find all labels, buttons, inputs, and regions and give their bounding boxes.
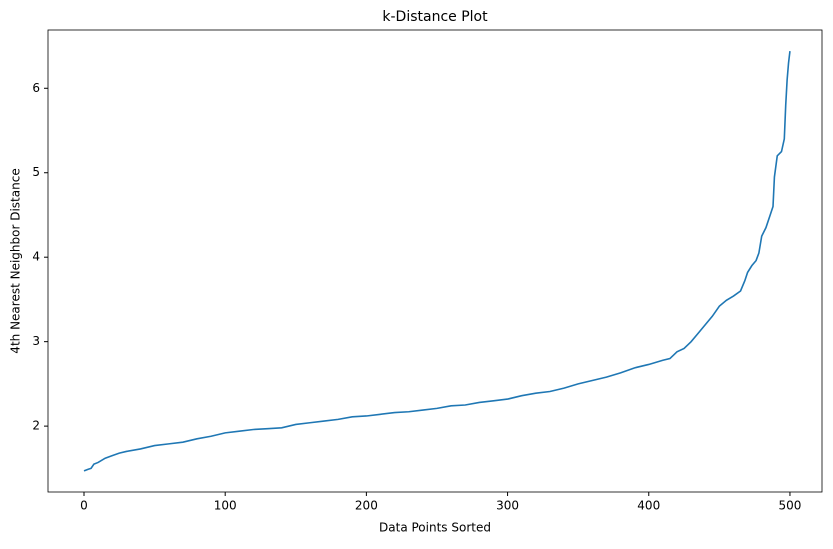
x-tick-label: 300	[496, 499, 519, 513]
line	[83, 51, 791, 472]
x-tick-label: 0	[80, 499, 88, 513]
y-tick-label: 6	[32, 81, 40, 95]
x-tick-label: 200	[355, 499, 378, 513]
x-tick-label: 100	[214, 499, 237, 513]
y-tick-label: 5	[32, 165, 40, 179]
y-axis-label: 4th Nearest Neighbor Distance	[9, 168, 23, 353]
y-tick-label: 3	[32, 334, 40, 348]
y-tick-label: 2	[32, 419, 40, 433]
x-tick-label: 400	[637, 499, 660, 513]
chart-title: k-Distance Plot	[382, 9, 488, 25]
x-axis-label: Data Points Sorted	[379, 521, 491, 535]
plot-frame	[47, 29, 823, 493]
x-tick-label: 500	[778, 499, 801, 513]
y-tick-label: 4	[32, 250, 40, 264]
